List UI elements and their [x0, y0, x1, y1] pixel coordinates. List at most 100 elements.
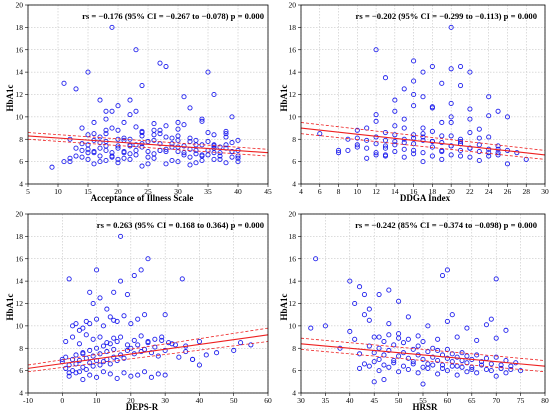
data-point — [420, 69, 426, 75]
data-point — [73, 145, 79, 151]
data-point — [124, 342, 130, 348]
data-point — [373, 47, 379, 53]
data-point — [415, 370, 421, 376]
data-points — [49, 24, 241, 170]
data-point — [76, 341, 82, 347]
regression-line — [27, 334, 269, 369]
data-point — [85, 150, 91, 156]
data-point — [381, 362, 387, 368]
data-point — [159, 334, 165, 340]
data-point — [444, 267, 450, 273]
data-point — [135, 316, 141, 322]
data-point — [366, 306, 372, 312]
data-point — [411, 151, 417, 157]
data-point — [364, 145, 370, 151]
data-point — [381, 377, 387, 383]
y-tick-label: 20 — [16, 1, 24, 10]
data-point — [454, 363, 460, 369]
data-point — [175, 119, 181, 126]
data-point — [169, 135, 175, 141]
data-point — [193, 137, 199, 143]
data-point — [381, 352, 387, 358]
y-tick-label: 6 — [292, 366, 296, 375]
data-point — [90, 336, 96, 342]
data-point — [476, 157, 482, 164]
data-point — [169, 341, 175, 347]
x-tick-label: 6 — [318, 187, 322, 196]
y-tick-label: 8 — [19, 135, 23, 144]
data-point — [94, 345, 100, 351]
data-point — [457, 138, 464, 145]
scatter-panel-hrsr: rs = −0.242 (85% CI = −0.374 to −0.098) … — [279, 210, 549, 412]
data-point — [187, 154, 193, 160]
data-point — [392, 149, 398, 155]
x-tick-label: 24 — [485, 187, 493, 196]
data-point — [94, 316, 100, 322]
data-point — [476, 126, 482, 132]
data-point — [133, 147, 139, 153]
data-point — [159, 337, 165, 343]
data-point — [211, 150, 217, 156]
data-point — [155, 353, 161, 359]
data-point — [157, 127, 163, 133]
data-point — [151, 127, 157, 133]
x-tick-label: 18 — [429, 187, 437, 196]
data-point — [405, 355, 411, 361]
data-point — [80, 377, 86, 383]
data-point — [435, 358, 441, 364]
data-point — [135, 342, 141, 348]
x-tick-label: 20 — [114, 187, 122, 196]
data-point — [83, 366, 89, 373]
data-point — [503, 327, 509, 333]
data-point — [248, 342, 254, 348]
data-point — [345, 147, 351, 153]
data-point — [373, 112, 379, 118]
data-point — [454, 372, 460, 378]
data-point — [364, 125, 370, 131]
data-point — [373, 152, 379, 158]
data-point — [193, 142, 199, 148]
y-tick-label: 18 — [289, 23, 297, 32]
data-point — [169, 144, 175, 150]
data-point — [133, 47, 139, 53]
data-point — [193, 160, 199, 166]
x-tick-label: 55 — [419, 396, 427, 405]
data-point — [467, 154, 473, 160]
y-axis-label: HbA1c — [279, 84, 289, 111]
x-tick-label: 30 — [161, 396, 169, 405]
data-point — [85, 146, 91, 152]
x-tick-label: 50 — [230, 396, 238, 405]
data-point — [495, 150, 501, 156]
data-point — [138, 349, 144, 355]
data-point — [444, 355, 450, 361]
data-point — [107, 361, 113, 367]
data-point — [97, 97, 103, 103]
data-point — [121, 150, 127, 156]
x-axis-label: DEPS-R — [126, 402, 159, 412]
data-point — [448, 100, 454, 106]
data-point — [66, 370, 72, 376]
data-point — [67, 159, 73, 165]
data-point — [476, 135, 482, 141]
data-point — [76, 327, 82, 333]
data-point — [420, 381, 426, 387]
data-point — [211, 91, 217, 98]
data-point — [357, 351, 363, 357]
data-point — [411, 78, 417, 84]
y-tick-label: 10 — [16, 112, 24, 121]
data-point — [151, 151, 157, 157]
data-point — [493, 373, 499, 379]
data-point — [199, 152, 205, 158]
data-point — [382, 75, 389, 81]
data-point — [474, 370, 480, 376]
data-point — [392, 97, 398, 103]
data-point — [205, 69, 211, 75]
data-point — [361, 291, 367, 298]
data-point — [411, 103, 417, 109]
data-point — [430, 362, 436, 368]
x-axis-label: DDGA Index — [400, 193, 451, 203]
data-point — [474, 337, 480, 343]
data-point — [498, 365, 504, 371]
data-point — [162, 372, 168, 378]
data-point — [61, 159, 67, 165]
